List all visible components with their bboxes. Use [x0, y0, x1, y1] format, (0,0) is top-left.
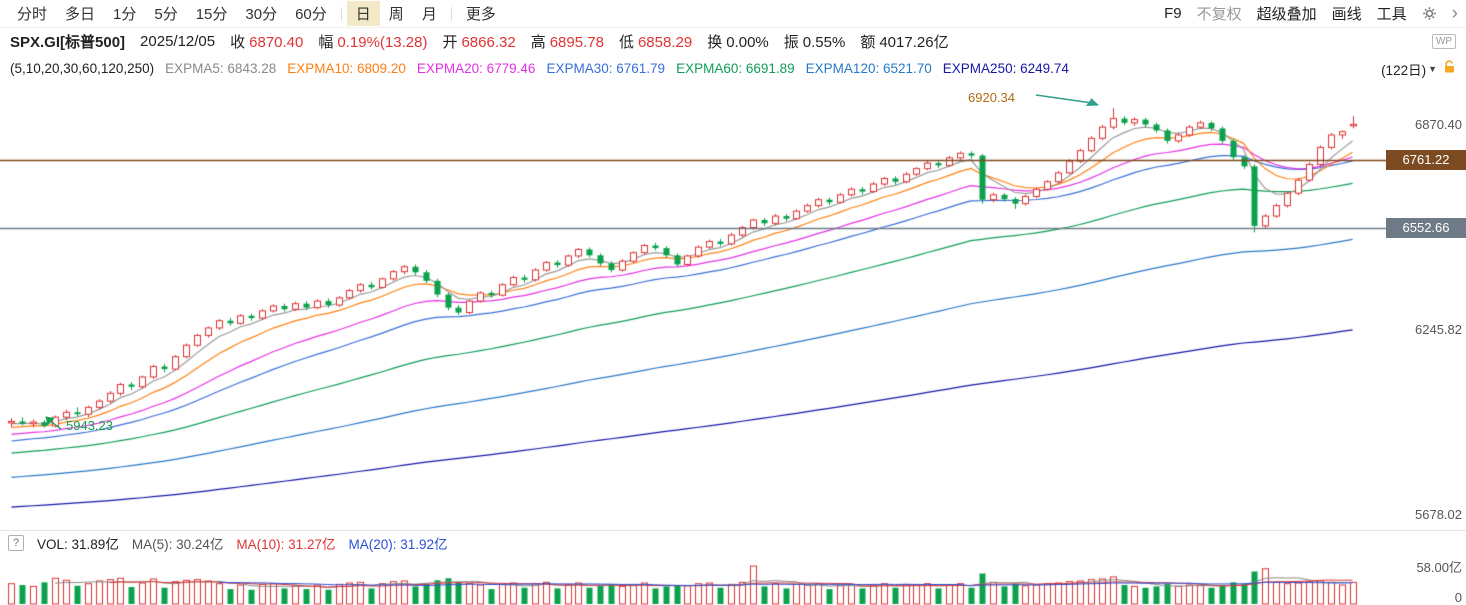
tab-multiday[interactable]: 多日 — [65, 6, 96, 23]
vol-value: VOL: 31.89亿 — [37, 536, 119, 552]
vol-ma20-value: MA(20): 31.92亿 — [348, 536, 448, 552]
field-close: 收 6870.40 — [230, 34, 304, 51]
expma250-value: EXPMA250: 6249.74 — [942, 61, 1069, 76]
expma30-value: EXPMA30: 6761.79 — [546, 61, 666, 76]
tools-button[interactable]: 工具 — [1376, 6, 1407, 23]
field-turnover-rate: 换 0.00% — [707, 34, 769, 51]
expma20-value: EXPMA20: 6779.46 — [416, 61, 536, 76]
volume-axis-max-label: 58.00亿 — [1416, 560, 1462, 575]
range-selector[interactable]: (122日) ▼ — [1381, 62, 1437, 78]
tab-60min[interactable]: 60分 — [295, 6, 327, 23]
price-axis-label-bottom: 5678.02 — [1415, 507, 1462, 522]
field-amplitude: 振 0.55% — [783, 34, 846, 51]
vol-ma10-value: MA(10): 31.27亿 — [236, 536, 336, 552]
vol-ma5-value: MA(5): 30.24亿 — [131, 536, 224, 552]
gear-icon[interactable] — [1422, 6, 1437, 21]
indicator-right: (122日) ▼ — [1381, 59, 1456, 79]
tab-monthly[interactable]: 月 — [421, 6, 437, 23]
price-axis-label-top: 6870.40 — [1415, 117, 1462, 132]
expma10-value: EXPMA10: 6809.20 — [287, 61, 406, 76]
hline-price-tag-gray: 6552.66 — [1386, 218, 1466, 238]
main-chart-pane: 6870.40 6761.22 6552.66 6245.82 5678.02 … — [0, 82, 1466, 530]
field-open: 开 6866.32 — [442, 34, 516, 51]
period-toolbar: 分时 多日 1分 5分 15分 30分 60分 日 周 月 更多 F9 不复权 … — [0, 0, 1466, 28]
quote-bar: SPX.GI[标普500] 2025/12/05 收 6870.40 幅 0.19%… — [0, 28, 1466, 55]
chevron-down-icon: ▼ — [1428, 63, 1437, 74]
field-change: 幅 0.19%(13.28) — [318, 34, 428, 51]
lock-icon[interactable] — [1443, 60, 1456, 77]
wp-badge[interactable]: WP — [1431, 34, 1456, 49]
super-overlay-button[interactable]: 超级叠加 — [1256, 6, 1317, 23]
low-arrow-icon — [44, 416, 64, 435]
tab-15min[interactable]: 15分 — [195, 6, 228, 23]
divider — [450, 6, 452, 21]
indicator-params: (5,10,20,30,60,120,250) — [10, 61, 155, 76]
hline-price-tag-brown: 6761.22 — [1386, 150, 1466, 170]
peak-arrow-icon — [1034, 90, 1104, 113]
volume-axis-zero-label: 0 — [1454, 590, 1462, 605]
adjust-mode-button[interactable]: 不复权 — [1196, 6, 1242, 23]
tab-daily[interactable]: 日 — [346, 1, 380, 26]
tab-timeline[interactable]: 分时 — [17, 6, 48, 23]
main-chart-canvas[interactable] — [0, 82, 1466, 530]
expma120-value: EXPMA120: 6521.70 — [805, 61, 932, 76]
field-low: 低 6858.29 — [618, 34, 693, 51]
tab-5min[interactable]: 5分 — [154, 6, 178, 23]
field-amount: 额 4017.26亿 — [860, 34, 949, 51]
tab-weekly[interactable]: 周 — [388, 6, 404, 23]
tab-more[interactable]: 更多 — [465, 6, 496, 23]
help-icon[interactable]: ? — [8, 534, 24, 551]
quote-date: 2025/12/05 — [140, 33, 216, 50]
peak-price-annotation: 6920.34 — [968, 90, 1015, 105]
tab-1min[interactable]: 1分 — [113, 6, 137, 23]
expma5-value: EXPMA5: 6843.28 — [165, 61, 277, 76]
low-price-annotation: 5943.23 — [66, 418, 113, 433]
expma60-value: EXPMA60: 6691.89 — [676, 61, 795, 76]
indicator-bar: (5,10,20,30,60,120,250) EXPMA5: 6843.28 … — [0, 55, 1466, 82]
f9-button[interactable]: F9 — [1164, 5, 1182, 22]
divider — [340, 6, 342, 21]
volume-chart-pane: 58.00亿 0 — [0, 554, 1466, 605]
draw-line-button[interactable]: 画线 — [1331, 6, 1362, 23]
tab-30min[interactable]: 30分 — [245, 6, 278, 23]
price-axis-label-mid: 6245.82 — [1415, 322, 1462, 337]
symbol-name: SPX.GI[标普500] — [10, 34, 126, 51]
field-high: 高 6895.78 — [530, 34, 604, 51]
toolbar-right: F9 不复权 超级叠加 画线 工具 › — [1164, 3, 1458, 24]
volume-chart-canvas[interactable] — [0, 554, 1466, 605]
chevron-right-icon[interactable]: › — [1451, 2, 1458, 24]
volume-header: ? VOL: 31.89亿 MA(5): 30.24亿 MA(10): 31.2… — [0, 530, 1466, 554]
